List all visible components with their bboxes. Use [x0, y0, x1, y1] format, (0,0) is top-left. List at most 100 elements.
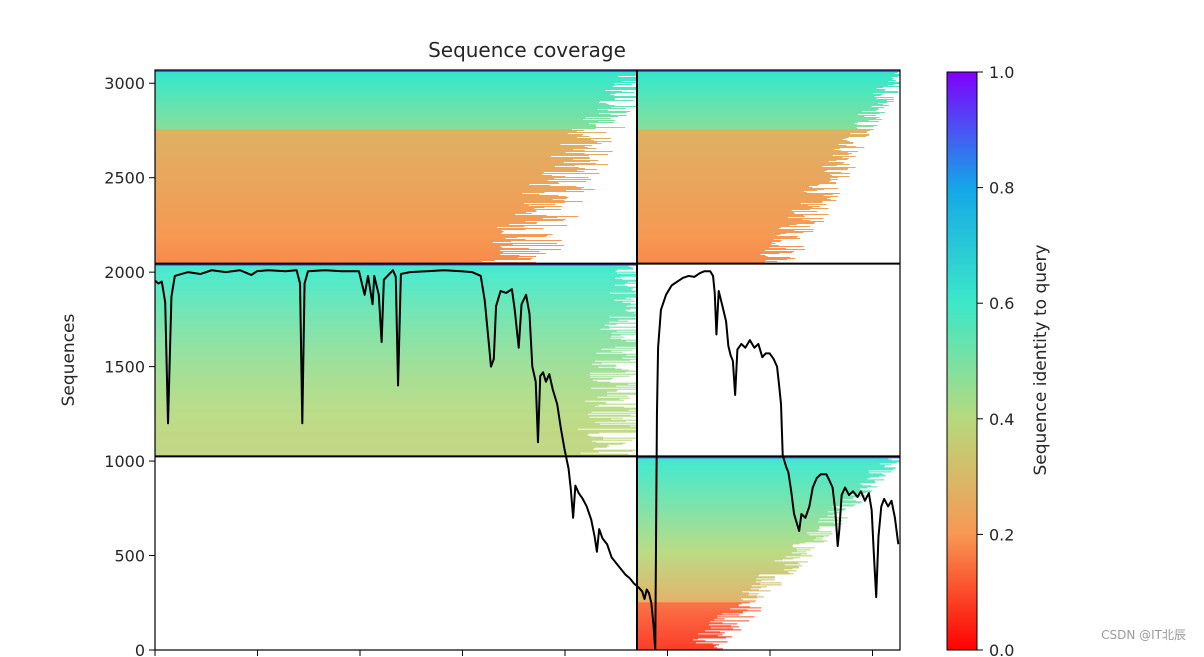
sequence-row	[155, 81, 623, 83]
sequence-row	[637, 205, 809, 207]
sequence-row	[637, 640, 706, 642]
sequence-row	[637, 167, 856, 169]
sequence-row	[637, 617, 718, 619]
sequence-row	[637, 580, 762, 582]
sequence-row	[155, 118, 611, 120]
sequence-row	[155, 223, 537, 225]
sequence-row	[155, 429, 637, 431]
sequence-row	[637, 219, 803, 221]
sequence-row	[155, 176, 566, 178]
sequence-row	[155, 145, 592, 147]
sequence-row	[637, 490, 873, 492]
sequence-row	[637, 132, 867, 134]
sequence-row	[155, 283, 625, 285]
sequence-row	[637, 210, 792, 212]
sequence-row	[155, 310, 628, 312]
sequence-row	[155, 454, 637, 456]
sequence-row	[637, 514, 834, 516]
sequence-row	[637, 542, 806, 544]
sequence-row	[637, 99, 894, 101]
sequence-row	[155, 148, 597, 150]
sequence-row	[637, 512, 841, 514]
sequence-row	[155, 74, 637, 76]
sequence-row	[637, 634, 723, 636]
sequence-row	[155, 188, 582, 190]
sequence-row	[637, 206, 821, 208]
sequence-row	[637, 577, 775, 579]
sequence-row	[637, 517, 848, 519]
sequence-row	[637, 599, 744, 601]
sequence-row	[155, 180, 548, 182]
sequence-row	[637, 597, 758, 599]
sequence-row	[637, 153, 852, 155]
sequence-row	[155, 107, 612, 109]
sequence-row	[637, 612, 744, 614]
sequence-row	[637, 170, 827, 172]
sequence-row	[155, 218, 543, 220]
sequence-row	[637, 481, 876, 483]
sequence-row	[155, 355, 637, 357]
sequence-row	[637, 530, 820, 532]
sequence-row	[637, 137, 849, 139]
sequence-row	[637, 558, 794, 560]
y-tick-label: 500	[114, 547, 145, 566]
sequence-row	[155, 93, 616, 95]
sequence-row	[155, 239, 526, 241]
sequence-row	[155, 312, 635, 314]
sequence-row	[637, 183, 837, 185]
sequence-row	[637, 126, 874, 128]
sequence-row	[155, 362, 603, 364]
sequence-row	[155, 100, 634, 102]
sequence-row	[637, 149, 835, 151]
sequence-row	[155, 216, 579, 218]
sequence-row	[155, 376, 591, 378]
sequence-row	[155, 184, 530, 186]
sequence-row	[637, 541, 824, 543]
sequence-row	[637, 589, 760, 591]
sequence-row	[637, 120, 869, 122]
sequence-row	[637, 508, 846, 510]
sequence-row	[637, 250, 765, 252]
sequence-row	[637, 244, 772, 246]
sequence-row	[155, 215, 547, 217]
sequence-row	[155, 382, 637, 384]
sequence-row	[637, 239, 774, 241]
sequence-row	[637, 513, 837, 515]
sequence-row	[155, 340, 626, 342]
sequence-row	[637, 136, 867, 138]
sequence-row	[637, 85, 888, 87]
sequence-row	[155, 181, 587, 183]
sequence-row	[155, 144, 561, 146]
sequence-row	[637, 207, 813, 209]
sequence-row	[155, 394, 608, 396]
sequence-row	[155, 271, 637, 273]
y-tick-label: 1500	[104, 358, 145, 377]
sequence-row	[637, 93, 873, 95]
sequence-row	[155, 342, 637, 344]
sequence-row	[637, 131, 868, 133]
sequence-row	[637, 591, 743, 593]
sequence-row	[637, 256, 768, 258]
sequence-row	[637, 222, 816, 224]
sequence-row	[155, 189, 595, 191]
sequence-row	[637, 75, 900, 77]
sequence-row	[155, 381, 611, 383]
sequence-row	[637, 151, 858, 153]
y-axis-label: Sequences	[59, 314, 79, 407]
sequence-row	[637, 165, 837, 167]
sequence-row	[637, 83, 900, 85]
sequence-row	[637, 223, 815, 225]
sequence-row	[637, 548, 797, 550]
sequence-row	[155, 398, 620, 400]
sequence-row	[155, 445, 610, 447]
sequence-row	[637, 229, 814, 231]
sequence-row	[155, 110, 608, 112]
sequence-row	[155, 266, 632, 268]
sequence-row	[637, 575, 758, 577]
sequence-row	[155, 168, 585, 170]
sequence-row	[155, 261, 483, 263]
sequence-row	[637, 178, 831, 180]
sequence-row	[637, 189, 824, 191]
sequence-row	[637, 474, 885, 476]
sequence-row	[637, 485, 872, 487]
